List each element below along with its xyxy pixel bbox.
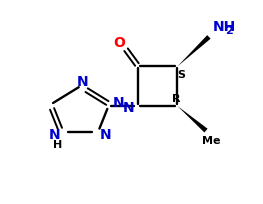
Text: NH: NH — [213, 20, 236, 34]
Text: N: N — [100, 127, 111, 141]
Text: O: O — [113, 36, 125, 50]
Text: Me: Me — [202, 136, 220, 146]
Polygon shape — [177, 36, 211, 67]
Text: N: N — [48, 127, 60, 141]
Text: N: N — [123, 100, 135, 114]
Text: N: N — [77, 75, 88, 89]
Text: S: S — [177, 70, 185, 80]
Text: N: N — [112, 95, 124, 110]
Text: R: R — [172, 94, 181, 104]
Polygon shape — [177, 106, 208, 133]
Text: 2: 2 — [225, 26, 232, 36]
Text: H: H — [53, 140, 63, 150]
